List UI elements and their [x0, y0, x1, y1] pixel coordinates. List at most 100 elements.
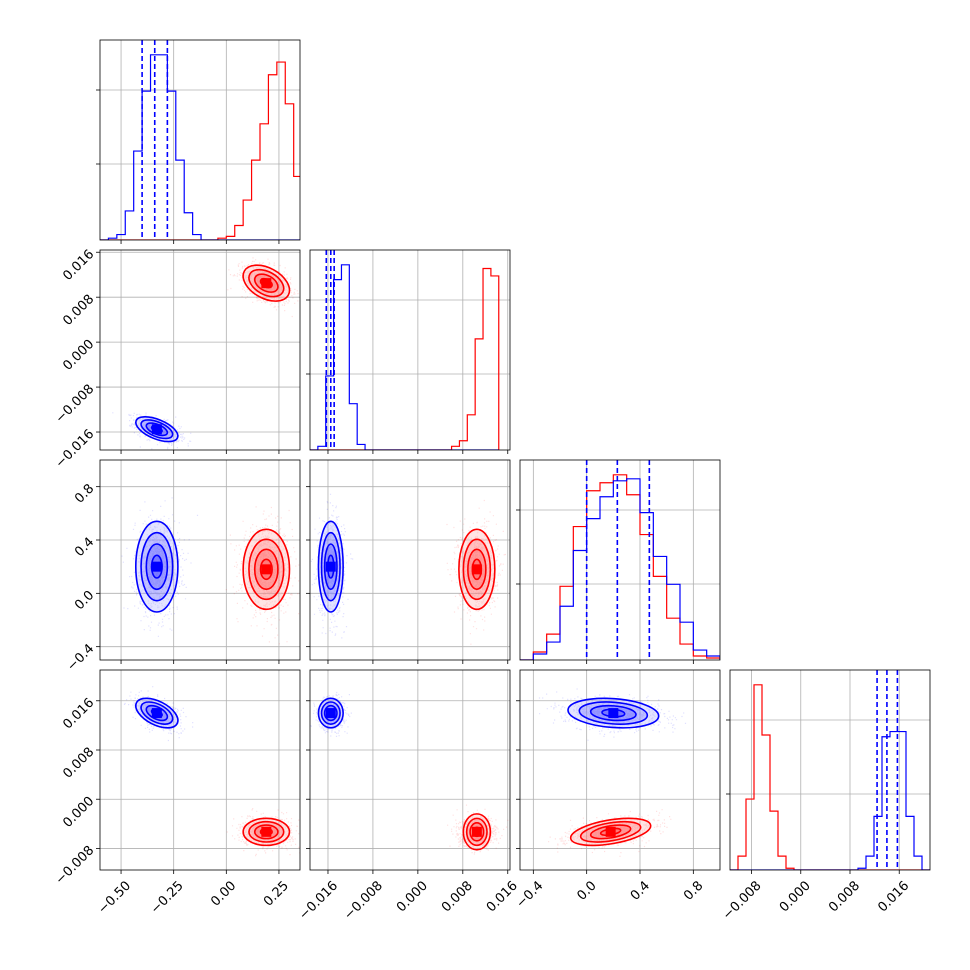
- contour-line-blue: [320, 531, 341, 602]
- density-peak-red: [261, 826, 272, 837]
- histogram-blue: [310, 264, 499, 450]
- x-tick-label: −0.016: [296, 878, 341, 923]
- contour-line-blue: [140, 419, 174, 440]
- density-peak-blue: [151, 708, 162, 719]
- contour-line-blue: [140, 531, 174, 602]
- contour-line-blue: [145, 543, 169, 591]
- contour-line-blue: [140, 701, 174, 725]
- scatter-points-blue: [112, 412, 192, 450]
- x-tick-label: 0.0: [574, 878, 599, 903]
- panel-frame: [99, 459, 301, 661]
- scatter-points-red: [225, 506, 300, 645]
- y-tick-label: 0.016: [60, 247, 97, 284]
- x-tick-label: 0.016: [484, 878, 521, 915]
- contour-line-blue: [320, 701, 341, 725]
- contour-line-red: [248, 820, 285, 843]
- panel-frame: [99, 249, 301, 451]
- contour-line-red: [579, 820, 642, 843]
- hist-panel-1: [306, 249, 511, 454]
- scatter-panel-1-0: [96, 249, 301, 454]
- panel-frame: [309, 669, 511, 871]
- y-tick-label: 0.0: [72, 588, 97, 613]
- x-tick-label: 0.000: [777, 878, 814, 915]
- x-tick-label: −0.25: [148, 878, 187, 917]
- x-tick-label: −0.008: [720, 878, 765, 923]
- contour-line-blue: [150, 554, 163, 579]
- y-tick-label: −0.016: [53, 427, 98, 472]
- density-peak-blue: [325, 708, 336, 719]
- contour-line-blue: [134, 520, 179, 613]
- contour-line-blue: [134, 697, 179, 729]
- scatter-panel-3-0: [96, 669, 301, 874]
- hist-panel-2: [516, 459, 721, 664]
- density-peak-blue: [151, 424, 162, 435]
- contour-line-red: [259, 558, 273, 581]
- y-tick-label: 0.016: [60, 695, 97, 732]
- contour-line-red: [589, 824, 632, 840]
- x-tick-label: −0.008: [341, 878, 386, 923]
- contour-line-red: [569, 817, 652, 847]
- scatter-panel-2-1: [306, 459, 511, 664]
- contour-line-red: [469, 822, 485, 842]
- y-tick-label: −0.4: [64, 641, 97, 674]
- y-tick-label: 0.8: [72, 481, 97, 506]
- contour-line-red: [467, 548, 487, 591]
- contour-line-red: [462, 813, 492, 851]
- contour-line-red: [242, 264, 291, 302]
- contour-line-red: [242, 817, 291, 847]
- panel-frame: [309, 249, 511, 451]
- panel-frame: [99, 669, 301, 871]
- scatter-panel-3-1: [306, 669, 511, 874]
- contour-line-blue: [589, 704, 637, 722]
- panel-frame: [99, 39, 301, 241]
- contour-line-blue: [323, 704, 338, 722]
- density-peak-blue: [151, 561, 162, 572]
- contour-line-blue: [317, 520, 344, 613]
- panel-content: [112, 257, 299, 450]
- y-tick-label: −0.008: [53, 843, 98, 888]
- histogram-blue: [520, 478, 720, 660]
- density-peak-red: [261, 564, 272, 575]
- density-peak-red: [261, 278, 272, 289]
- contour-line-red: [248, 268, 285, 298]
- contour-line-red: [253, 273, 279, 293]
- contour-line-red: [253, 824, 279, 840]
- contour-line-blue: [134, 416, 179, 443]
- x-tick-label: 0.008: [439, 878, 476, 915]
- hist-panel-3: [726, 669, 931, 874]
- histogram-red: [310, 267, 500, 450]
- x-tick-label: 0.000: [394, 878, 431, 915]
- contour-line-red: [458, 528, 496, 611]
- contour-line-red: [242, 528, 291, 611]
- panel-frame: [519, 459, 721, 661]
- x-tick-label: 0.008: [826, 878, 863, 915]
- scatter-points-blue: [121, 497, 199, 637]
- contour-line-red: [465, 817, 488, 847]
- panel-content: [538, 688, 687, 857]
- contour-line-blue: [145, 704, 169, 722]
- density-peak-red: [605, 826, 616, 837]
- x-tick-label: 0.4: [628, 878, 653, 903]
- scatter-panel-2-0: [96, 459, 301, 664]
- contour-line-red: [248, 538, 285, 601]
- histogram-red: [520, 474, 720, 660]
- y-tick-label: 0.000: [60, 337, 97, 374]
- panel-content: [121, 497, 300, 645]
- density-peak-blue: [325, 561, 336, 572]
- x-tick-label: −0.4: [513, 878, 546, 911]
- panel-frame: [519, 669, 721, 871]
- x-tick-label: 0.8: [681, 878, 706, 903]
- panel-content: [310, 691, 509, 855]
- contour-line-red: [253, 548, 279, 591]
- contour-line-blue: [317, 697, 344, 729]
- panel-frame: [309, 459, 511, 661]
- histogram-red: [100, 61, 300, 240]
- scatter-panel-3-2: [516, 669, 721, 874]
- panel-content: [310, 493, 506, 645]
- histogram-blue: [730, 730, 930, 870]
- density-peak-red: [471, 826, 482, 837]
- x-tick-label: 0.25: [261, 878, 292, 909]
- y-tick-label: 0.008: [60, 745, 97, 782]
- hist-panel-0: [96, 39, 301, 244]
